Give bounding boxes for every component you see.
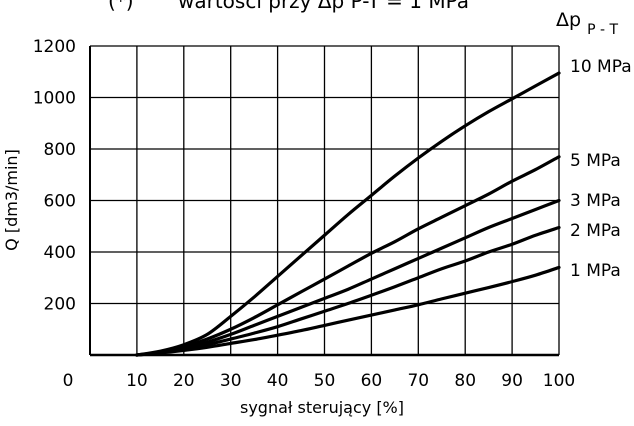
x-axis-label: sygnał sterujący [%] (240, 398, 404, 417)
grid (89, 45, 560, 357)
x-tick-label: 40 (267, 371, 289, 391)
series-line (135, 155, 561, 357)
series-line (135, 198, 561, 357)
series-label: 10 MPa (570, 57, 632, 77)
series-line (135, 71, 561, 357)
tick-labels: 0 10 20 30 40 50 60 70 80 90 100 200 400 600 800 1000 12… (33, 37, 575, 391)
curves (135, 71, 561, 357)
legend-note-prefix: (*) (108, 0, 134, 13)
x-tick-label: 30 (220, 371, 242, 391)
x-tick-label: 80 (454, 371, 476, 391)
x-tick-label: 20 (173, 371, 195, 391)
legend-title-sub: P - T (587, 22, 618, 38)
series-label: 1 MPa (570, 261, 621, 281)
y-tick-label: 400 (44, 243, 76, 263)
y-tick-label: 800 (44, 140, 76, 160)
y-tick-label: 1000 (33, 89, 76, 109)
y-tick-label: 600 (44, 192, 76, 212)
y-tick-label: 200 (44, 295, 76, 315)
x-tick-label: 10 (126, 371, 148, 391)
series-line (135, 225, 561, 357)
series-line (135, 265, 561, 357)
y-tick-label: 1200 (33, 37, 76, 57)
x-tick-label: 50 (314, 371, 336, 391)
x-tick-label: 70 (407, 371, 429, 391)
legend-note-text: wartości przy Δp P-T = 1 MPa (178, 0, 469, 13)
series-label: 2 MPa (570, 221, 621, 241)
x-tick-label: 100 (543, 371, 575, 391)
y-axis-label: Q [dm3/min] (2, 149, 21, 251)
series-label: 5 MPa (570, 151, 621, 171)
series-label: 3 MPa (570, 191, 621, 211)
legend-title-main: Δp (556, 9, 581, 31)
x-tick-label: 0 (63, 371, 74, 391)
x-tick-label: 90 (501, 371, 523, 391)
series-labels: 10 MPa 5 MPa 3 MPa 2 MPa 1 MPa (570, 57, 632, 281)
legend-title: Δp P - T (556, 9, 619, 38)
x-tick-label: 60 (361, 371, 383, 391)
